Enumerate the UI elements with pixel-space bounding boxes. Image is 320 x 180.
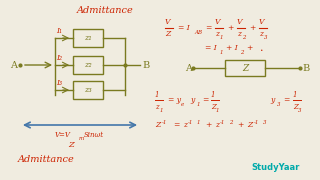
Text: z: z bbox=[155, 103, 159, 111]
Text: 1: 1 bbox=[211, 91, 215, 99]
Text: 3: 3 bbox=[298, 107, 301, 112]
Text: e: e bbox=[181, 102, 184, 107]
Bar bbox=[225, 60, 265, 76]
Text: Z: Z bbox=[155, 121, 160, 129]
Text: z: z bbox=[183, 121, 187, 129]
Text: 2: 2 bbox=[240, 50, 244, 55]
Text: Z: Z bbox=[165, 30, 170, 38]
Text: V: V bbox=[237, 18, 243, 26]
Text: z₃: z₃ bbox=[84, 86, 92, 94]
Text: =: = bbox=[283, 96, 289, 104]
Text: 1: 1 bbox=[155, 91, 159, 99]
Text: -1: -1 bbox=[220, 120, 225, 125]
Text: = y: = y bbox=[168, 96, 181, 104]
Text: y: y bbox=[270, 96, 274, 104]
Text: +: + bbox=[246, 44, 252, 52]
Text: z: z bbox=[237, 30, 241, 38]
Text: Z: Z bbox=[68, 141, 74, 149]
Text: 2: 2 bbox=[242, 35, 245, 39]
Text: -1: -1 bbox=[254, 120, 260, 125]
Text: = I: = I bbox=[178, 24, 190, 32]
Text: -1: -1 bbox=[188, 120, 193, 125]
Text: V: V bbox=[259, 18, 265, 26]
Text: Admittance: Admittance bbox=[76, 6, 133, 15]
Text: =: = bbox=[173, 121, 180, 129]
Text: 1: 1 bbox=[197, 102, 201, 107]
Text: 2: 2 bbox=[229, 120, 233, 125]
Text: 1: 1 bbox=[216, 107, 220, 112]
Text: V: V bbox=[215, 18, 220, 26]
Text: Z: Z bbox=[293, 103, 298, 111]
Text: Z: Z bbox=[247, 121, 252, 129]
Text: StudyYaar: StudyYaar bbox=[252, 163, 300, 172]
Text: 3: 3 bbox=[263, 120, 267, 125]
Text: 1: 1 bbox=[220, 50, 223, 55]
Text: z: z bbox=[215, 30, 219, 38]
Text: B: B bbox=[142, 60, 149, 69]
Text: A: A bbox=[10, 60, 17, 69]
Text: =: = bbox=[205, 24, 212, 32]
Text: B: B bbox=[302, 64, 309, 73]
Text: V=V: V=V bbox=[55, 131, 71, 139]
Text: +: + bbox=[227, 24, 233, 32]
Text: .: . bbox=[260, 43, 263, 53]
Text: I₃: I₃ bbox=[56, 79, 62, 87]
Text: AB: AB bbox=[194, 30, 202, 35]
Text: V: V bbox=[165, 18, 171, 26]
Text: = I: = I bbox=[205, 44, 217, 52]
Bar bbox=[73, 29, 103, 47]
Text: +: + bbox=[237, 121, 244, 129]
Text: Sinωt: Sinωt bbox=[84, 131, 104, 139]
Text: I₂: I₂ bbox=[56, 54, 62, 62]
Bar bbox=[73, 56, 103, 74]
Text: +: + bbox=[205, 121, 212, 129]
Text: 1: 1 bbox=[220, 35, 223, 39]
Text: z: z bbox=[215, 121, 219, 129]
Text: 1: 1 bbox=[197, 120, 201, 125]
Text: Admittance: Admittance bbox=[18, 156, 75, 165]
Text: Z: Z bbox=[211, 103, 216, 111]
Text: y: y bbox=[190, 96, 194, 104]
Bar bbox=[73, 81, 103, 99]
Text: 3: 3 bbox=[264, 35, 268, 39]
Text: m: m bbox=[79, 136, 84, 141]
Text: z: z bbox=[259, 30, 263, 38]
Text: A: A bbox=[185, 64, 192, 73]
Text: 1: 1 bbox=[293, 91, 298, 99]
Text: z₂: z₂ bbox=[84, 61, 92, 69]
Text: 1: 1 bbox=[160, 107, 164, 112]
Text: Z: Z bbox=[242, 64, 248, 73]
Text: =: = bbox=[202, 96, 208, 104]
Text: 3: 3 bbox=[277, 102, 281, 107]
Text: + I: + I bbox=[226, 44, 238, 52]
Text: +: + bbox=[249, 24, 255, 32]
Text: z₁: z₁ bbox=[84, 34, 92, 42]
Text: -1: -1 bbox=[162, 120, 167, 125]
Text: I₁: I₁ bbox=[56, 27, 62, 35]
